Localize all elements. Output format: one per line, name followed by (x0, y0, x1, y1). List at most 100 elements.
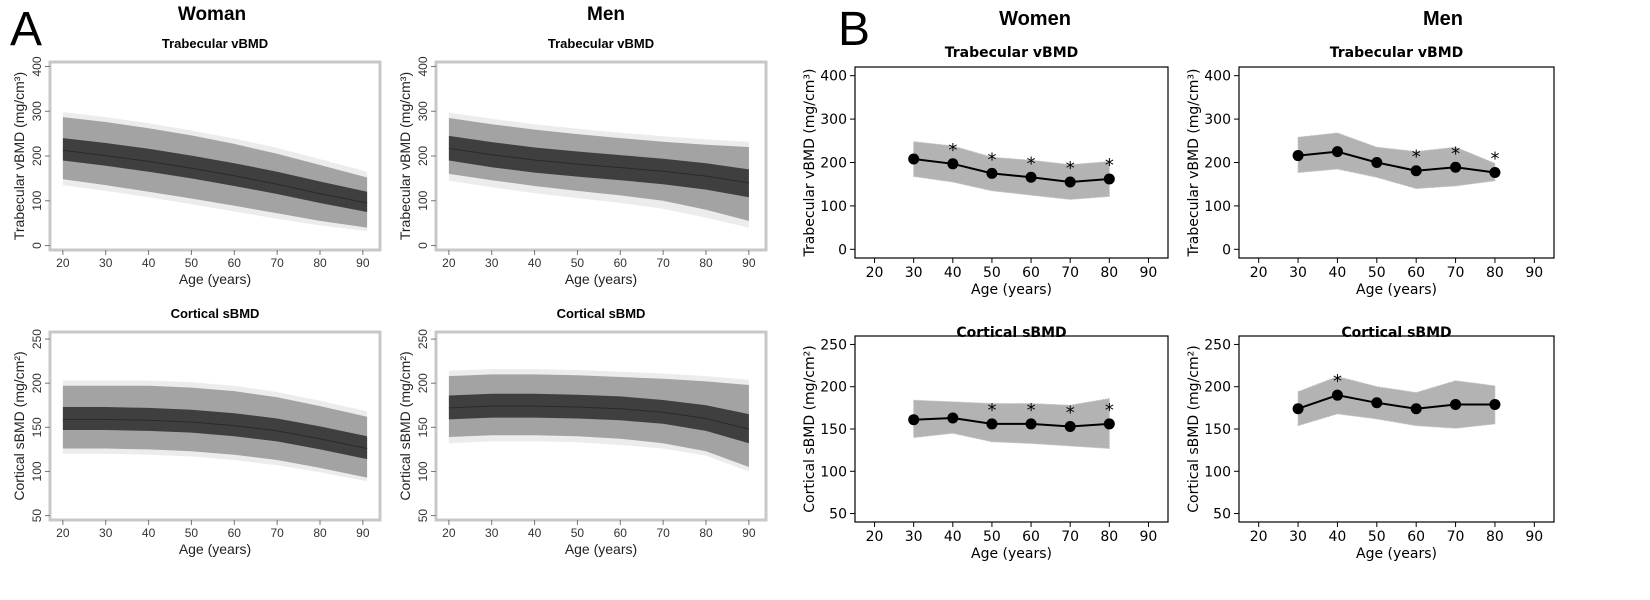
plot-title: Trabecular vBMD (945, 45, 1079, 61)
y-axis-label: Cortical sBMD (mg/cm²) (802, 345, 818, 512)
x-tick-label: 40 (142, 526, 156, 540)
plot-title: Cortical sBMD (557, 306, 646, 321)
x-tick-label: 20 (866, 265, 884, 281)
data-point (1450, 161, 1462, 173)
x-tick-label: 60 (614, 256, 628, 270)
x-tick-label: 90 (1140, 265, 1158, 281)
x-tick-label: 30 (485, 526, 499, 540)
x-tick-label: 90 (742, 526, 756, 540)
x-tick-label: 80 (1100, 265, 1118, 281)
y-axis-label: Cortical sBMD (mg/cm²) (1186, 345, 1202, 512)
panel-letter-b: B (838, 3, 870, 56)
y-tick-label: 300 (30, 101, 44, 121)
y-tick-label: 200 (30, 373, 44, 393)
median-line (62, 149, 368, 204)
x-tick-label: 20 (442, 526, 456, 540)
series-line (913, 416, 1110, 428)
y-tick-label: 50 (30, 509, 44, 523)
chart-A-men-trabecular: Trabecular vBMD 20 30 40 50 60 70 80 90 0 100 200 30… (397, 36, 768, 287)
x-tick-label: 70 (1061, 265, 1079, 281)
x-tick-label: 30 (1289, 265, 1307, 281)
data-point (1064, 420, 1076, 432)
y-tick-label: 250 (30, 329, 44, 349)
x-tick-label: 30 (905, 529, 923, 545)
x-tick-label: 70 (1061, 529, 1079, 545)
x-tick-label: 60 (1022, 529, 1040, 545)
y-tick-label: 200 (1204, 156, 1231, 172)
y-tick-label: 200 (1204, 380, 1231, 396)
significance-star: * (987, 400, 996, 421)
data-point (947, 158, 959, 170)
plot-title: Trabecular vBMD (548, 36, 654, 51)
y-tick-label: 250 (1204, 337, 1231, 353)
plot-title: Cortical sBMD (171, 306, 260, 321)
y-tick-label: 200 (820, 156, 847, 172)
x-tick-label: 50 (185, 256, 199, 270)
x-tick-label: 40 (944, 265, 962, 281)
median-line (448, 147, 749, 184)
y-tick-label: 250 (416, 329, 430, 349)
x-tick-label: 80 (313, 256, 327, 270)
y-tick-label: 100 (416, 461, 430, 481)
data-point (908, 153, 920, 165)
x-tick-label: 50 (571, 256, 585, 270)
data-point (1292, 403, 1304, 415)
chart-B-men-cortical: Cortical sBMD 20 30 40 50 60 70 80 90 50 100 150 200… (1186, 325, 1555, 562)
y-tick-label: 50 (1213, 507, 1231, 523)
x-tick-label: 40 (142, 256, 156, 270)
chart-A-women-trabecular: Trabecular vBMD 20 30 40 50 60 70 80 90 0 100 200 30… (11, 36, 382, 287)
y-tick-label: 100 (820, 464, 847, 480)
data-point (908, 414, 920, 426)
data-point (1410, 403, 1422, 415)
x-axis-label: Age (years) (179, 541, 251, 557)
data-point (1489, 398, 1501, 410)
significance-star: * (1066, 402, 1075, 423)
x-tick-label: 80 (313, 526, 327, 540)
x-tick-label: 30 (905, 265, 923, 281)
x-axis-label: Age (years) (565, 541, 637, 557)
data-point (1103, 418, 1115, 430)
series-line (1297, 394, 1495, 410)
significance-star: * (948, 140, 957, 161)
confidence-band (913, 141, 1110, 200)
x-tick-label: 70 (656, 256, 670, 270)
y-axis-label: Trabecular vBMD (mg/cm³) (11, 72, 27, 240)
x-tick-label: 50 (571, 526, 585, 540)
column-title-a-men: Men (587, 4, 625, 25)
chart-B-women-trabecular: Trabecular vBMD 20 30 40 50 60 70 80 90 0 100 200 30… (802, 45, 1169, 298)
x-tick-label: 40 (528, 526, 542, 540)
significance-star: * (1412, 147, 1421, 168)
plot-title: Trabecular vBMD (162, 36, 268, 51)
y-tick-label: 150 (1204, 422, 1231, 438)
data-point (1450, 398, 1462, 410)
x-tick-label: 70 (656, 526, 670, 540)
x-axis-label: Age (years) (179, 271, 251, 287)
y-axis-label: Cortical sBMD (mg/cm²) (11, 351, 27, 500)
data-point (1025, 418, 1037, 430)
y-tick-label: 150 (416, 417, 430, 437)
data-point (986, 418, 998, 430)
x-tick-label: 40 (1329, 529, 1347, 545)
y-tick-label: 0 (30, 242, 44, 249)
y-tick-label: 150 (820, 422, 847, 438)
y-tick-label: 300 (416, 101, 430, 121)
x-axis-label: Age (years) (565, 271, 637, 287)
plot-title: Trabecular vBMD (1330, 45, 1464, 61)
data-point (986, 167, 998, 179)
x-tick-label: 90 (1140, 529, 1158, 545)
y-tick-label: 100 (30, 190, 44, 210)
y-tick-label: 100 (416, 190, 430, 210)
y-tick-label: 250 (820, 337, 847, 353)
y-tick-label: 200 (30, 146, 44, 166)
x-tick-label: 80 (1486, 265, 1504, 281)
percentile-band-25-75 (448, 135, 749, 198)
x-tick-label: 40 (1329, 265, 1347, 281)
x-tick-label: 20 (442, 256, 456, 270)
y-tick-label: 400 (1204, 69, 1231, 85)
y-tick-label: 0 (416, 242, 430, 249)
x-tick-label: 90 (1525, 529, 1543, 545)
data-point (1103, 173, 1115, 185)
y-tick-label: 100 (1204, 199, 1231, 215)
